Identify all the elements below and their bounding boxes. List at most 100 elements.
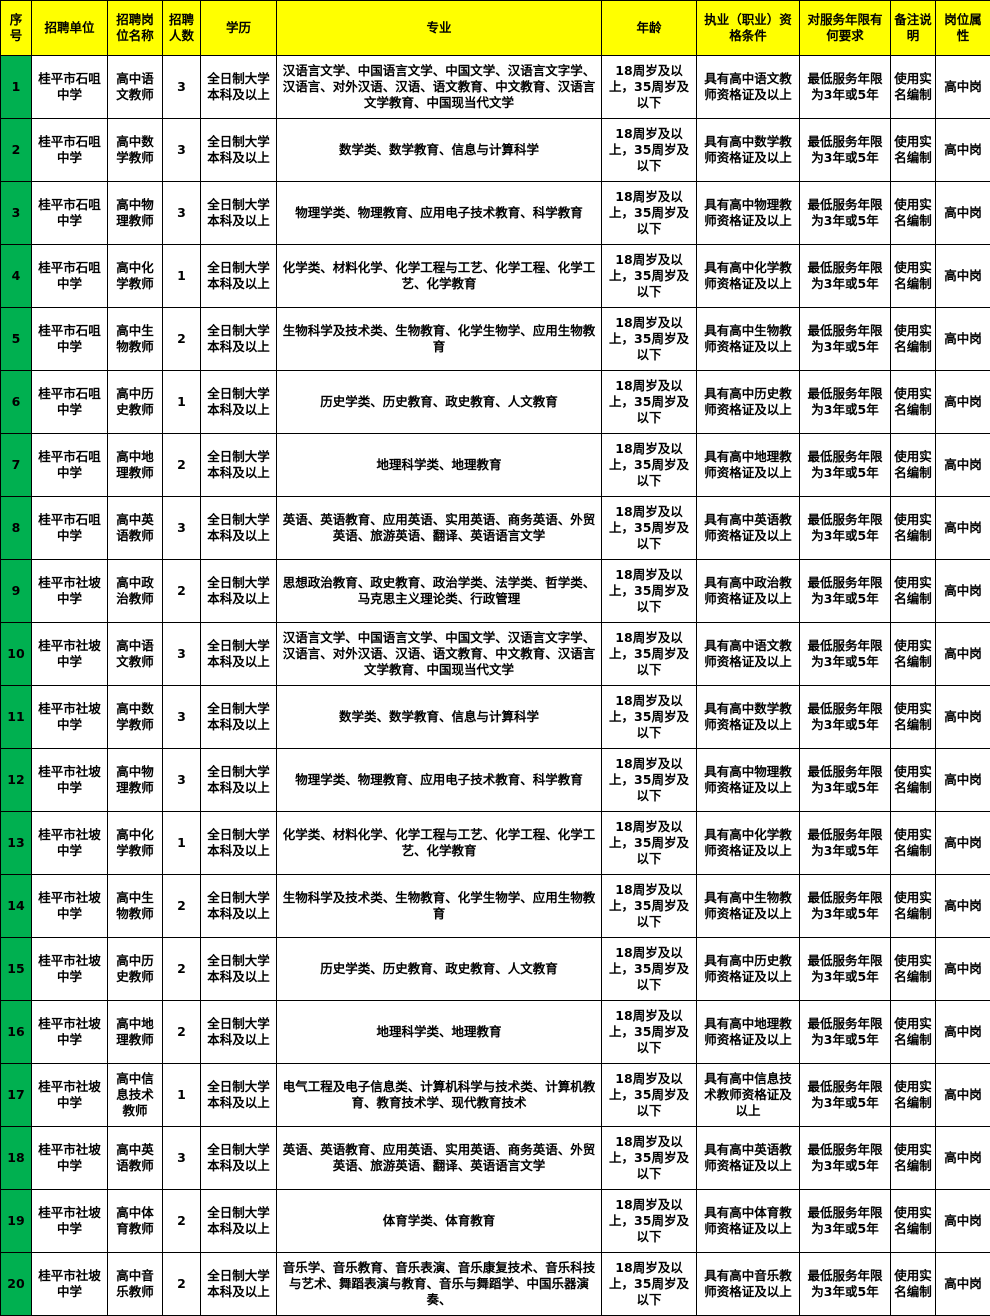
remark: 使用实名编制 <box>890 1063 936 1127</box>
header-cell: 招聘岗位名称 <box>107 0 163 56</box>
service-term: 最低服务年限为3年或5年 <box>799 370 891 434</box>
headcount: 1 <box>162 1063 201 1127</box>
employer: 桂平市社坡中学 <box>31 1000 108 1064</box>
major: 生物科学及技术类、生物教育、化学生物学、应用生物教育 <box>276 874 602 938</box>
education: 全日制大学本科及以上 <box>200 181 277 245</box>
major: 数学类、数学教育、信息与计算科学 <box>276 118 602 182</box>
education: 全日制大学本科及以上 <box>200 1126 277 1190</box>
major: 物理学类、物理教育、应用电子技术教育、科学教育 <box>276 748 602 812</box>
table-row: 18 桂平市社坡中学 高中英语教师 3 全日制大学本科及以上 英语、英语教育、应用英语、实… <box>0 1126 990 1190</box>
major: 汉语言文学、中国语言文学、中国文学、汉语言文字学、汉语言、对外汉语、汉语、语文教… <box>276 622 602 686</box>
remark: 使用实名编制 <box>890 685 936 749</box>
education: 全日制大学本科及以上 <box>200 244 277 308</box>
table-row: 14 桂平市社坡中学 高中生物教师 2 全日制大学本科及以上 生物科学及技术类、生物教育、… <box>0 874 990 938</box>
headcount: 3 <box>162 622 201 686</box>
remark: 使用实名编制 <box>890 748 936 812</box>
employer: 桂平市社坡中学 <box>31 622 108 686</box>
position: 高中地理教师 <box>107 1000 163 1064</box>
row-number: 13 <box>0 811 32 875</box>
service-term: 最低服务年限为3年或5年 <box>799 118 891 182</box>
employer: 桂平市石咀中学 <box>31 496 108 560</box>
position: 高中物理教师 <box>107 748 163 812</box>
post-type: 高中岗 <box>935 685 990 749</box>
service-term: 最低服务年限为3年或5年 <box>799 181 891 245</box>
qualification: 具有高中政治教师资格证及以上 <box>696 559 800 623</box>
service-term: 最低服务年限为3年或5年 <box>799 1063 891 1127</box>
service-term: 最低服务年限为3年或5年 <box>799 559 891 623</box>
education: 全日制大学本科及以上 <box>200 811 277 875</box>
headcount: 3 <box>162 1126 201 1190</box>
table-row: 6 桂平市石咀中学 高中历史教师 1 全日制大学本科及以上 历史学类、历史教育、政史教育、… <box>0 370 990 434</box>
age: 18周岁及以上，35周岁及以下 <box>601 559 697 623</box>
headcount: 3 <box>162 55 201 119</box>
post-type: 高中岗 <box>935 811 990 875</box>
row-number: 10 <box>0 622 32 686</box>
age: 18周岁及以上，35周岁及以下 <box>601 1000 697 1064</box>
qualification: 具有高中地理教师资格证及以上 <box>696 1000 800 1064</box>
age: 18周岁及以上，35周岁及以下 <box>601 244 697 308</box>
age: 18周岁及以上，35周岁及以下 <box>601 937 697 1001</box>
employer: 桂平市石咀中学 <box>31 118 108 182</box>
post-type: 高中岗 <box>935 496 990 560</box>
table-row: 16 桂平市社坡中学 高中地理教师 2 全日制大学本科及以上 地理科学类、地理教育 18周岁… <box>0 1000 990 1064</box>
position: 高中数学教师 <box>107 118 163 182</box>
major: 音乐学、音乐教育、音乐表演、音乐康复技术、音乐科技与艺术、舞蹈表演与教育、音乐与… <box>276 1252 602 1316</box>
employer: 桂平市社坡中学 <box>31 1063 108 1127</box>
headcount: 2 <box>162 559 201 623</box>
table-row: 7 桂平市石咀中学 高中地理教师 2 全日制大学本科及以上 地理科学类、地理教育 18周岁及… <box>0 433 990 497</box>
position: 高中历史教师 <box>107 937 163 1001</box>
employer: 桂平市石咀中学 <box>31 244 108 308</box>
qualification: 具有高中英语教师资格证及以上 <box>696 496 800 560</box>
qualification: 具有高中语文教师资格证及以上 <box>696 55 800 119</box>
post-type: 高中岗 <box>935 1063 990 1127</box>
major: 数学类、数学教育、信息与计算科学 <box>276 685 602 749</box>
post-type: 高中岗 <box>935 55 990 119</box>
headcount: 2 <box>162 937 201 1001</box>
remark: 使用实名编制 <box>890 811 936 875</box>
major: 地理科学类、地理教育 <box>276 1000 602 1064</box>
education: 全日制大学本科及以上 <box>200 559 277 623</box>
major: 思想政治教育、政史教育、政治学类、法学类、哲学类、马克思主义理论类、行政管理 <box>276 559 602 623</box>
age: 18周岁及以上，35周岁及以下 <box>601 1063 697 1127</box>
table-row: 12 桂平市社坡中学 高中物理教师 3 全日制大学本科及以上 物理学类、物理教育、应用电子… <box>0 748 990 812</box>
major: 地理科学类、地理教育 <box>276 433 602 497</box>
header-cell: 序号 <box>0 0 32 56</box>
employer: 桂平市社坡中学 <box>31 811 108 875</box>
row-number: 12 <box>0 748 32 812</box>
position: 高中历史教师 <box>107 370 163 434</box>
row-number: 7 <box>0 433 32 497</box>
position: 高中物理教师 <box>107 181 163 245</box>
row-number: 9 <box>0 559 32 623</box>
service-term: 最低服务年限为3年或5年 <box>799 1252 891 1316</box>
qualification: 具有高中物理教师资格证及以上 <box>696 748 800 812</box>
age: 18周岁及以上，35周岁及以下 <box>601 1189 697 1253</box>
education: 全日制大学本科及以上 <box>200 1189 277 1253</box>
remark: 使用实名编制 <box>890 307 936 371</box>
major: 历史学类、历史教育、政史教育、人文教育 <box>276 937 602 1001</box>
age: 18周岁及以上，35周岁及以下 <box>601 181 697 245</box>
header-cell: 招聘单位 <box>31 0 108 56</box>
post-type: 高中岗 <box>935 937 990 1001</box>
service-term: 最低服务年限为3年或5年 <box>799 55 891 119</box>
position: 高中信息技术教师 <box>107 1063 163 1127</box>
education: 全日制大学本科及以上 <box>200 370 277 434</box>
major: 英语、英语教育、应用英语、实用英语、商务英语、外贸英语、旅游英语、翻译、英语语言… <box>276 496 602 560</box>
education: 全日制大学本科及以上 <box>200 307 277 371</box>
qualification: 具有高中化学教师资格证及以上 <box>696 811 800 875</box>
qualification: 具有高中生物教师资格证及以上 <box>696 307 800 371</box>
employer: 桂平市石咀中学 <box>31 55 108 119</box>
age: 18周岁及以上，35周岁及以下 <box>601 55 697 119</box>
post-type: 高中岗 <box>935 244 990 308</box>
remark: 使用实名编制 <box>890 1000 936 1064</box>
header-cell: 年龄 <box>601 0 697 56</box>
education: 全日制大学本科及以上 <box>200 55 277 119</box>
employer: 桂平市社坡中学 <box>31 1189 108 1253</box>
table-header: 序号 招聘单位 招聘岗位名称 招聘人数 学历 专业 年龄 执业（职业）资格条件 对服务年限有何要… <box>0 0 990 56</box>
position: 高中化学教师 <box>107 244 163 308</box>
position: 高中生物教师 <box>107 307 163 371</box>
row-number: 20 <box>0 1252 32 1316</box>
table-row: 5 桂平市石咀中学 高中生物教师 2 全日制大学本科及以上 生物科学及技术类、生物教育、化… <box>0 307 990 371</box>
remark: 使用实名编制 <box>890 1189 936 1253</box>
major: 电气工程及电子信息类、计算机科学与技术类、计算机教育、教育技术学、现代教育技术 <box>276 1063 602 1127</box>
